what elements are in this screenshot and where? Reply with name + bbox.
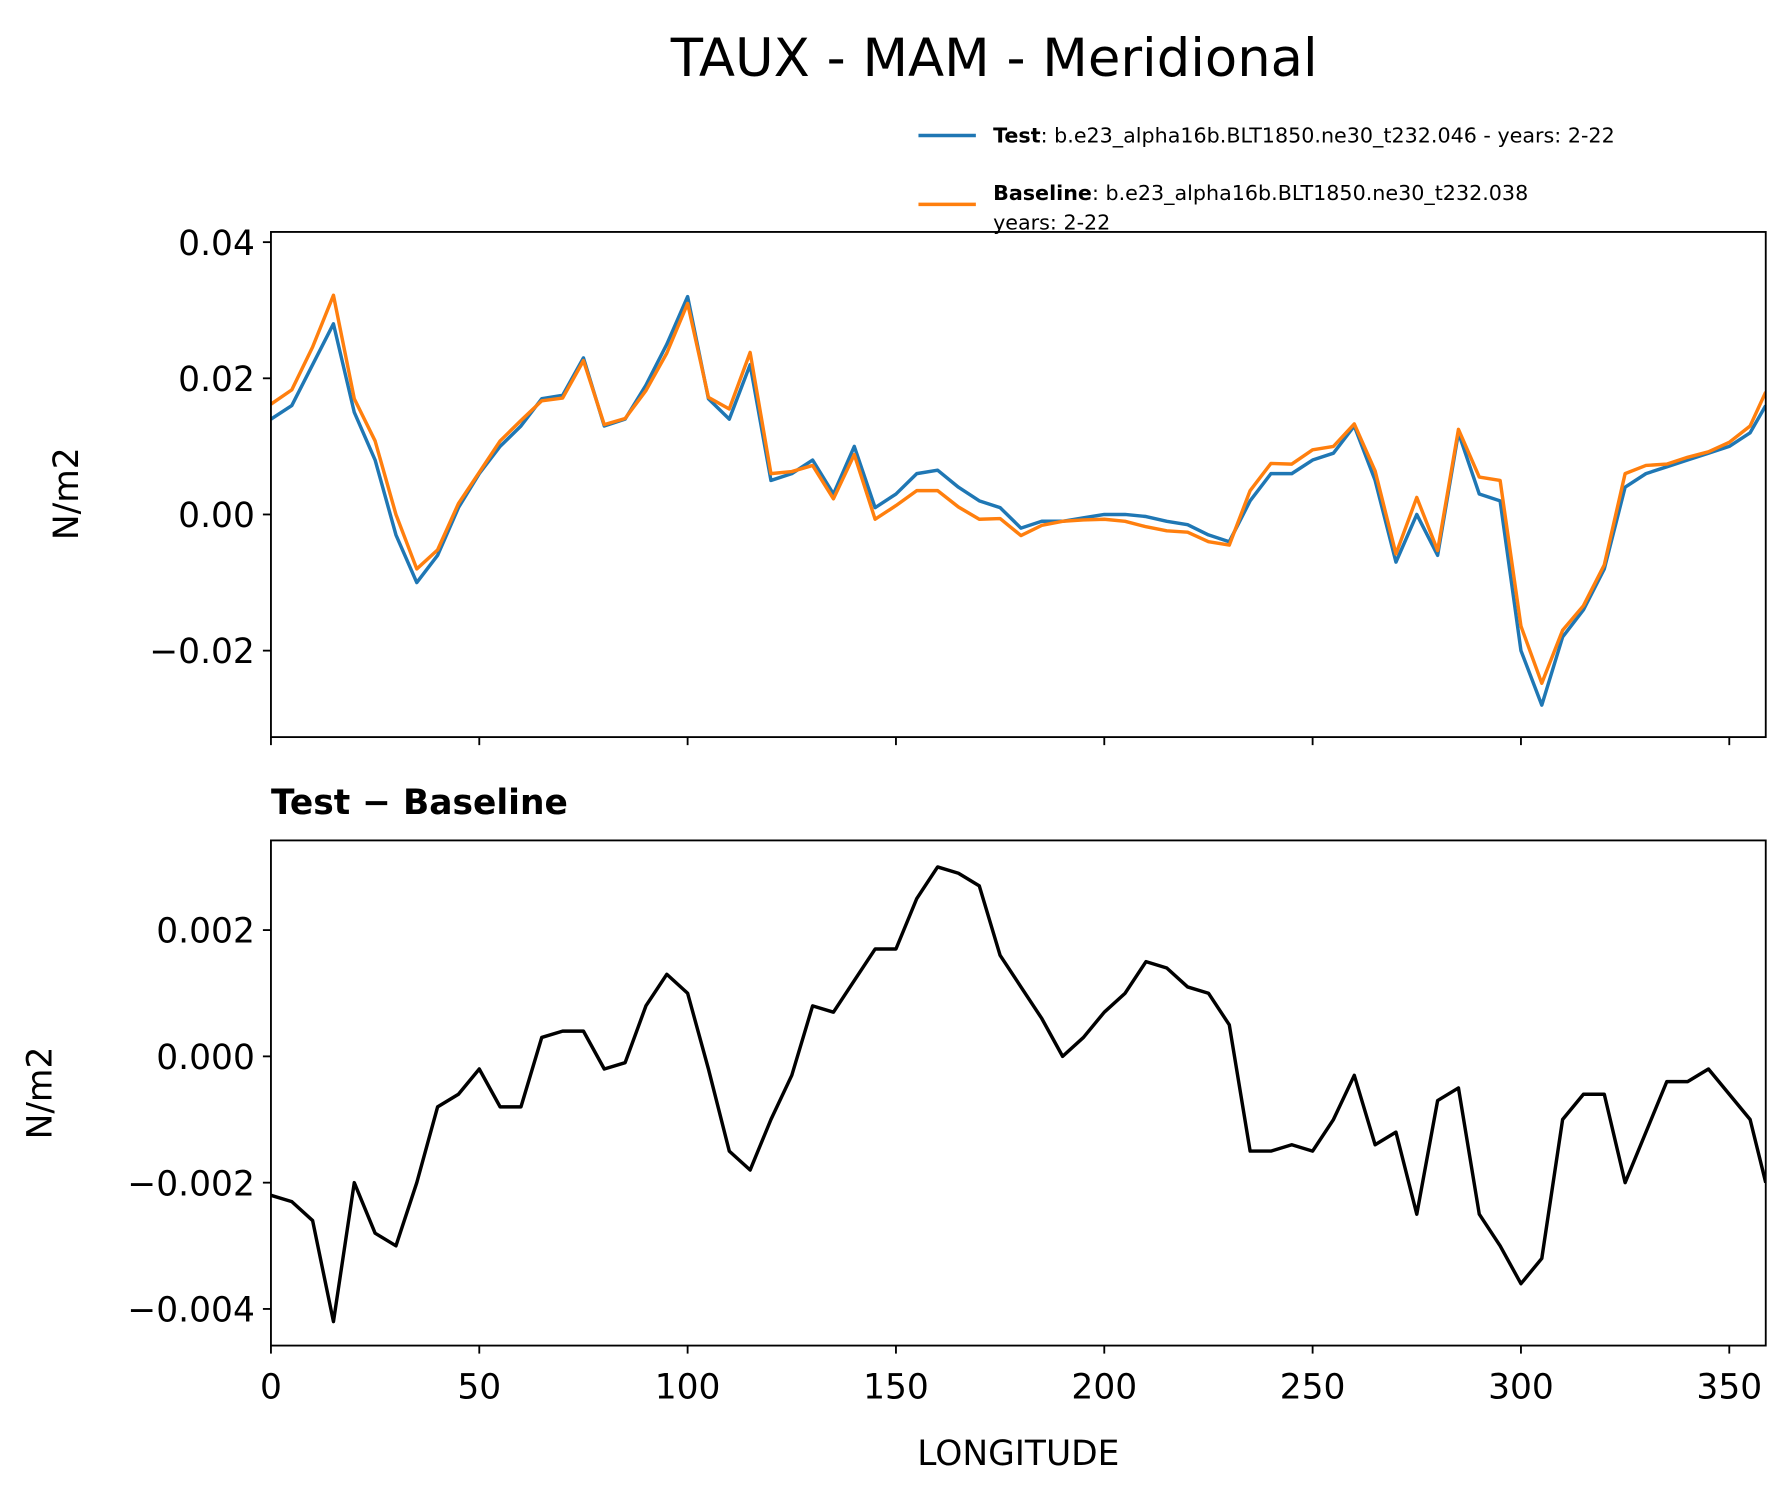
x-tick-label: 350: [1696, 1367, 1762, 1407]
chart-title: TAUX - MAM - Meridional: [670, 28, 1318, 89]
legend-text: years: 2-22: [993, 211, 1110, 235]
legend-name: Test: [993, 123, 1041, 147]
subtitle: Test − Baseline: [271, 783, 568, 823]
legend-description: : b.e23_alpha16b.BLT1850.ne30_t232.038: [1092, 181, 1528, 205]
y-tick-label: 0.02: [178, 360, 255, 400]
y-tick-label: −0.002: [127, 1164, 254, 1204]
x-tick-label: 200: [1071, 1367, 1137, 1407]
y-axis-label: N/m2: [21, 1047, 61, 1140]
y-tick-label: −0.02: [149, 632, 255, 672]
x-tick-label: 100: [655, 1367, 721, 1407]
x-tick-label: 50: [457, 1367, 501, 1407]
axes-frame: [270, 231, 1767, 739]
x-tick-label: 300: [1488, 1367, 1554, 1407]
y-tick-label: −0.004: [127, 1291, 254, 1331]
series-line: [270, 294, 1766, 707]
legend-description: years: 2-22: [993, 211, 1110, 235]
x-tick-label: 150: [863, 1367, 929, 1407]
series-line: [270, 865, 1766, 1324]
y-tick-label: 0.04: [178, 224, 255, 264]
legend-text: Test: b.e23_alpha16b.BLT1850.ne30_t232.0…: [993, 123, 1615, 147]
y-tick-label: 0.000: [156, 1038, 255, 1078]
y-axis-label: N/m2: [47, 447, 87, 540]
y-tick-label: 0.00: [178, 496, 255, 536]
legend-name: Baseline: [993, 181, 1092, 205]
legend-description: : b.e23_alpha16b.BLT1850.ne30_t232.046 -…: [1041, 123, 1615, 147]
x-tick-label: 250: [1280, 1367, 1346, 1407]
series-line: [270, 293, 1766, 686]
legend-text: Baseline: b.e23_alpha16b.BLT1850.ne30_t2…: [993, 181, 1528, 205]
x-axis-label: LONGITUDE: [917, 1434, 1119, 1474]
y-tick-label: 0.002: [156, 912, 255, 952]
x-tick-label: 0: [260, 1367, 282, 1407]
axes-frame: [270, 839, 1767, 1347]
